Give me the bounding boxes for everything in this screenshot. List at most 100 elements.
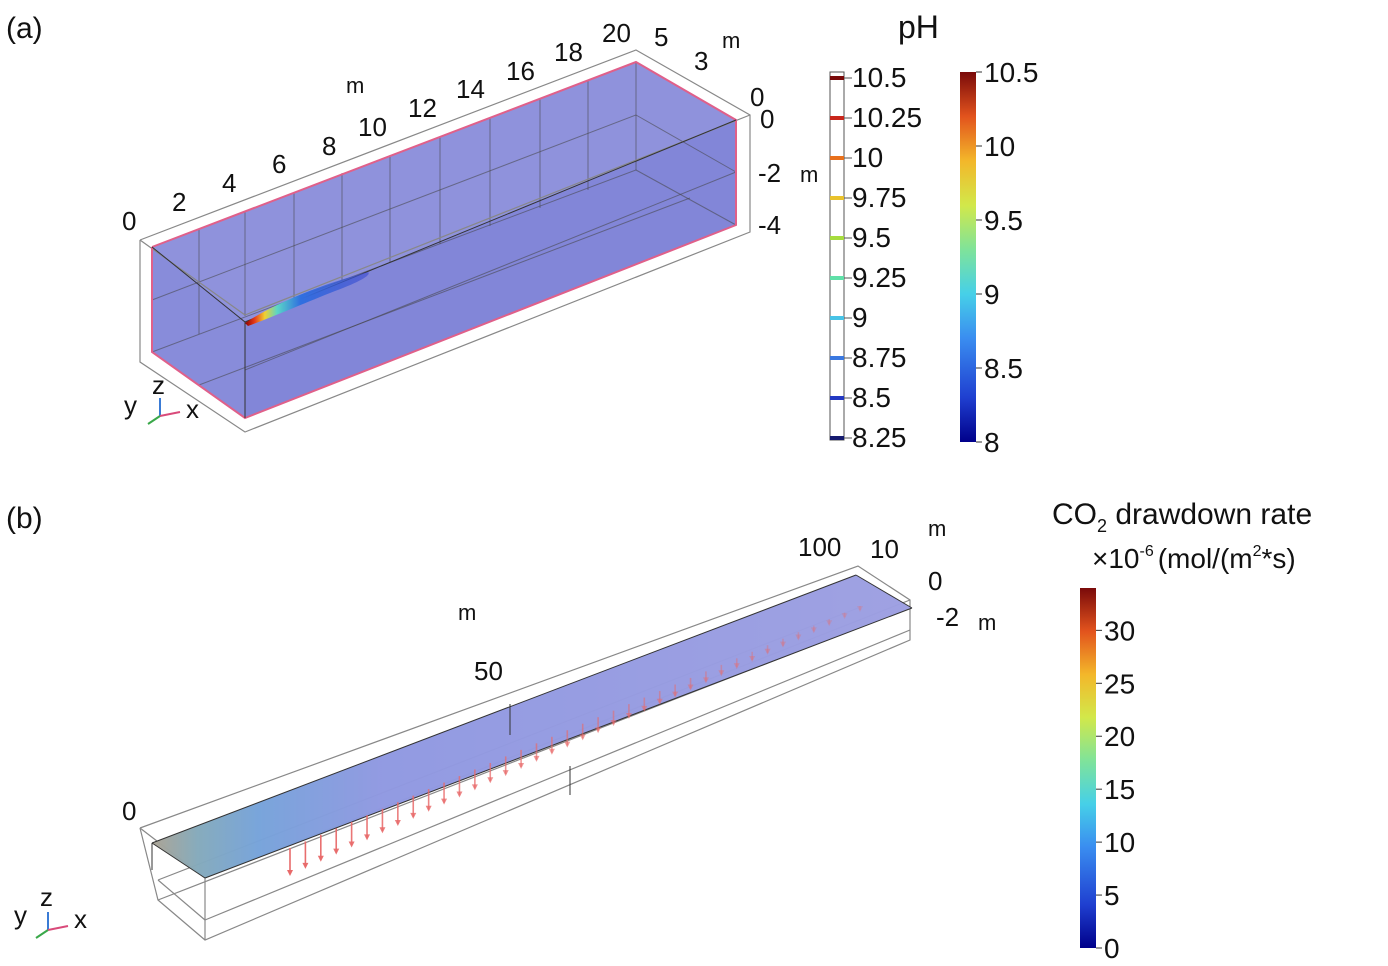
contour-level-label: 9.75 bbox=[852, 182, 907, 213]
y-tick: 3 bbox=[694, 46, 708, 76]
drawdown-arrow-head bbox=[518, 762, 525, 769]
ph-bar-tick-label: 8.5 bbox=[984, 353, 1023, 384]
panel-b-label: (b) bbox=[6, 502, 43, 535]
x-tick: 20 bbox=[602, 18, 631, 48]
y-tick: 5 bbox=[654, 22, 668, 52]
drawdown-arrow-head bbox=[441, 798, 448, 805]
drawdown-arrow-head bbox=[718, 670, 725, 677]
triad-x: x bbox=[74, 904, 87, 934]
x-tick: 16 bbox=[506, 56, 535, 86]
contour-level-label: 10 bbox=[852, 142, 883, 173]
panel-a-box bbox=[139, 49, 751, 433]
x-tick: 0 bbox=[122, 206, 136, 236]
y-tick: 10 bbox=[870, 534, 899, 564]
drawdown-arrow-head bbox=[641, 705, 648, 712]
triad-y: y bbox=[14, 900, 27, 930]
x-axis-unit: m bbox=[458, 600, 476, 625]
contour-level-swatch bbox=[830, 396, 844, 400]
drawdown-arrow-head bbox=[379, 827, 386, 834]
x-tick: 0 bbox=[122, 796, 136, 826]
co2-legend-unit: ×10-6 (mol/(m2*s) bbox=[1092, 543, 1296, 574]
x-tick: 6 bbox=[272, 149, 286, 179]
contour-level-swatch bbox=[830, 196, 844, 200]
panel-a-z-ticks: 0 -2 -4 m bbox=[758, 104, 818, 240]
drawdown-arrow-head bbox=[595, 727, 602, 734]
ph-bar-tick-label: 9.5 bbox=[984, 205, 1023, 236]
drawdown-arrow-head bbox=[810, 627, 817, 634]
drawdown-arrow-head bbox=[857, 606, 863, 612]
x-tick: 10 bbox=[358, 112, 387, 142]
panel-a-y-ticks: 5 3 0 m bbox=[654, 22, 764, 112]
drawdown-arrow-head bbox=[749, 655, 756, 662]
contour-level-label: 9 bbox=[852, 302, 868, 333]
ph-bar-tick-label: 10 bbox=[984, 131, 1015, 162]
ph-bar-tick-label: 8 bbox=[984, 427, 1000, 458]
ph-plume bbox=[245, 272, 369, 326]
triad-z: z bbox=[152, 370, 165, 400]
contour-level-swatch bbox=[830, 276, 844, 280]
z-tick: -2 bbox=[758, 158, 781, 188]
drawdown-arrow-head bbox=[841, 613, 848, 620]
co2-bar-tick-label: 30 bbox=[1104, 615, 1135, 646]
drawdown-arrow-head bbox=[302, 862, 309, 869]
drawdown-arrow-head bbox=[610, 720, 617, 727]
contour-level-label: 10.25 bbox=[852, 102, 922, 133]
triad-z: z bbox=[40, 882, 53, 912]
contour-level-label: 10.5 bbox=[852, 62, 907, 93]
panel-a-top-face bbox=[152, 62, 736, 322]
triad-y: y bbox=[124, 390, 137, 420]
drawdown-arrow-head bbox=[471, 784, 478, 791]
drawdown-arrow-head bbox=[364, 834, 371, 841]
co2-bar-tick-label: 5 bbox=[1104, 880, 1120, 911]
co2-bar-tick-label: 10 bbox=[1104, 827, 1135, 858]
contour-level-label: 8.25 bbox=[852, 422, 907, 453]
drawdown-arrow-head bbox=[456, 791, 463, 798]
drawdown-arrow-head bbox=[487, 777, 494, 784]
x-tick: 12 bbox=[408, 93, 437, 123]
drawdown-arrow-head bbox=[625, 713, 632, 720]
z-axis-unit: m bbox=[800, 162, 818, 187]
panel-b-x-ticks: 0 50 100 m bbox=[122, 532, 841, 826]
contour-level-swatch bbox=[830, 76, 844, 80]
x-tick: 2 bbox=[172, 187, 186, 217]
panel-b-y-ticks: 10 0 m bbox=[870, 516, 946, 596]
drawdown-arrow-head bbox=[317, 855, 324, 862]
panel-b-axis-triad: y z x bbox=[14, 882, 87, 939]
drawdown-arrow-head bbox=[502, 770, 509, 777]
drawdown-arrow-head bbox=[564, 741, 571, 748]
co2-bar-tick-label: 15 bbox=[1104, 774, 1135, 805]
ph-contour-legend: 10.5 10.25 10 9.75 9.5 9.25 9 8.75 8.5 8.25 bbox=[829, 62, 922, 453]
panel-a-gridlines bbox=[151, 62, 737, 419]
panel-b-z-ticks: -2 m bbox=[936, 602, 996, 635]
drawdown-arrow-head bbox=[425, 805, 432, 812]
ph-bar-tick-label: 10.5 bbox=[984, 57, 1039, 88]
x-tick: 14 bbox=[456, 74, 485, 104]
contour-level-swatch bbox=[830, 316, 844, 320]
drawdown-arrow-head bbox=[702, 677, 709, 684]
drawdown-arrow-head bbox=[656, 698, 663, 705]
z-axis-unit: m bbox=[978, 610, 996, 635]
x-tick: 18 bbox=[554, 37, 583, 67]
ph-bar-tick-label: 9 bbox=[984, 279, 1000, 310]
y-axis-unit: m bbox=[928, 516, 946, 541]
contour-level-label: 9.25 bbox=[852, 262, 907, 293]
x-tick: 50 bbox=[474, 656, 503, 686]
panel-a-front-face bbox=[245, 120, 736, 418]
y-axis-unit: m bbox=[722, 28, 740, 53]
panel-a-label: (a) bbox=[6, 12, 43, 45]
drawdown-arrow-head bbox=[733, 663, 740, 670]
drawdown-arrow-head bbox=[687, 684, 694, 691]
panel-b: (b) 0 50 100 bbox=[6, 498, 1312, 964]
ph-color-bar: 10.5 10 9.5 9 8.5 8 bbox=[960, 57, 1039, 458]
drawdown-arrow-head bbox=[579, 734, 586, 741]
y-tick: 0 bbox=[928, 566, 942, 596]
drawdown-arrows bbox=[287, 606, 863, 876]
contour-level-swatch bbox=[830, 156, 844, 160]
y-tick: 0 bbox=[750, 82, 764, 112]
drawdown-arrow-head bbox=[548, 748, 555, 755]
drawdown-arrow-head bbox=[779, 641, 786, 648]
drawdown-arrow-head bbox=[826, 620, 833, 627]
triad-x: x bbox=[186, 394, 199, 424]
contour-level-label: 8.75 bbox=[852, 342, 907, 373]
ph-legend-title: pH bbox=[898, 9, 939, 45]
